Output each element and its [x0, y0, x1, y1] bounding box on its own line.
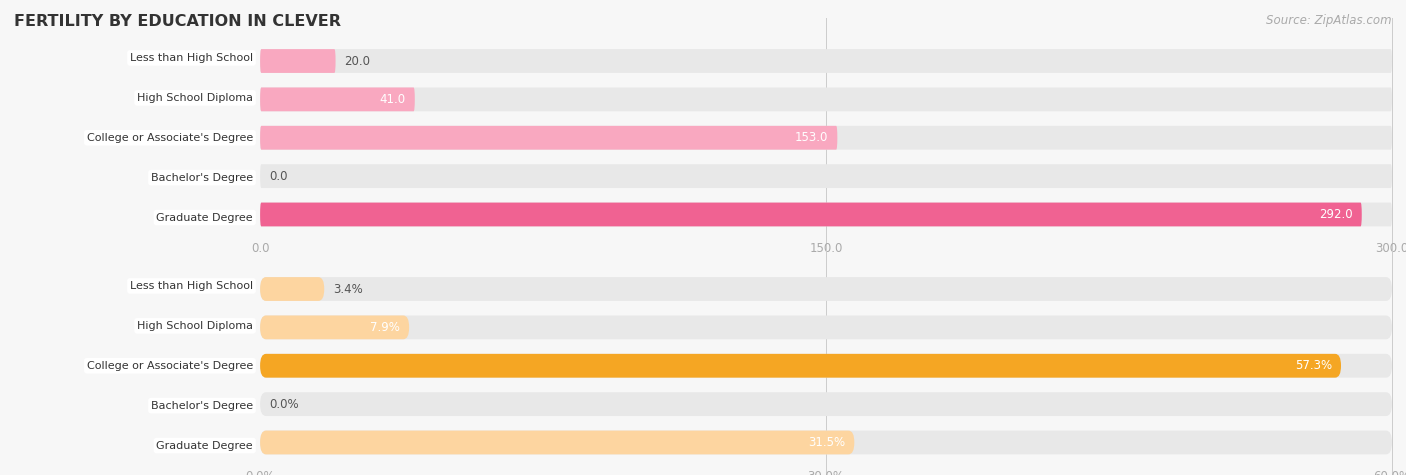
Text: 0.0%: 0.0%	[269, 398, 299, 410]
FancyBboxPatch shape	[260, 202, 1392, 227]
FancyBboxPatch shape	[260, 315, 409, 339]
Text: FERTILITY BY EDUCATION IN CLEVER: FERTILITY BY EDUCATION IN CLEVER	[14, 14, 342, 29]
FancyBboxPatch shape	[260, 202, 1362, 227]
FancyBboxPatch shape	[260, 49, 336, 73]
FancyBboxPatch shape	[260, 126, 1392, 150]
FancyBboxPatch shape	[260, 354, 1341, 378]
Text: Less than High School: Less than High School	[129, 53, 253, 63]
FancyBboxPatch shape	[260, 430, 855, 455]
Text: Bachelor's Degree: Bachelor's Degree	[150, 172, 253, 183]
FancyBboxPatch shape	[260, 87, 1392, 111]
Text: 20.0: 20.0	[344, 55, 371, 67]
Text: 292.0: 292.0	[1319, 208, 1353, 221]
Text: 153.0: 153.0	[794, 131, 828, 144]
FancyBboxPatch shape	[260, 430, 1392, 455]
Text: 0.0: 0.0	[269, 170, 288, 182]
FancyBboxPatch shape	[260, 164, 1392, 188]
Text: 7.9%: 7.9%	[370, 321, 401, 334]
Text: 57.3%: 57.3%	[1295, 359, 1331, 372]
Text: Graduate Degree: Graduate Degree	[156, 212, 253, 223]
FancyBboxPatch shape	[260, 87, 415, 111]
Text: Less than High School: Less than High School	[129, 281, 253, 291]
FancyBboxPatch shape	[260, 126, 838, 150]
FancyBboxPatch shape	[260, 277, 1392, 301]
Text: High School Diploma: High School Diploma	[136, 321, 253, 331]
Text: Graduate Degree: Graduate Degree	[156, 440, 253, 451]
Text: College or Associate's Degree: College or Associate's Degree	[87, 133, 253, 143]
Text: 3.4%: 3.4%	[333, 283, 363, 295]
Text: College or Associate's Degree: College or Associate's Degree	[87, 361, 253, 371]
Text: High School Diploma: High School Diploma	[136, 93, 253, 103]
FancyBboxPatch shape	[260, 49, 1392, 73]
FancyBboxPatch shape	[260, 315, 1392, 339]
Text: 41.0: 41.0	[380, 93, 406, 106]
Text: Bachelor's Degree: Bachelor's Degree	[150, 400, 253, 411]
FancyBboxPatch shape	[260, 277, 325, 301]
FancyBboxPatch shape	[260, 354, 1392, 378]
Text: Source: ZipAtlas.com: Source: ZipAtlas.com	[1267, 14, 1392, 27]
FancyBboxPatch shape	[260, 392, 1392, 416]
Text: 31.5%: 31.5%	[808, 436, 845, 449]
